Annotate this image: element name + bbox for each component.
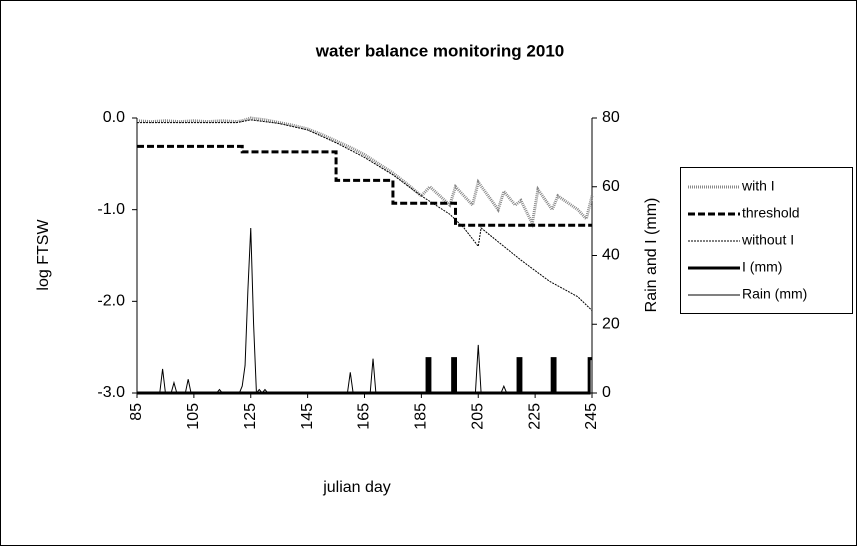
legend-label: threshold (742, 205, 800, 221)
series-line (137, 119, 593, 311)
legend-label: without I (741, 232, 794, 248)
x-tick-label: 205 (469, 403, 486, 430)
y2-tick-label: 80 (602, 109, 620, 126)
y-axis-label: log FTSW (35, 219, 52, 291)
chart-title: water balance monitoring 2010 (315, 41, 564, 60)
x-tick-label: 125 (242, 403, 259, 430)
legend-label: with I (741, 178, 775, 194)
x-tick-label: 245 (583, 403, 600, 430)
x-tick-label: 85 (128, 403, 145, 421)
legend-label: Rain (mm) (742, 286, 807, 302)
x-tick-label: 145 (299, 403, 316, 430)
x-tick-label: 165 (356, 403, 373, 430)
series-line (136, 116, 594, 229)
y2-tick-label: 60 (602, 178, 620, 195)
series-line (137, 227, 592, 395)
y2-tick-label: 20 (602, 315, 620, 332)
y2-tick-label: 40 (602, 247, 620, 264)
series-line (137, 357, 592, 395)
x-axis-label: julian day (322, 479, 391, 496)
y2-tick-label: 0 (602, 384, 611, 401)
y2-axis-label: Rain and I (mm) (643, 198, 660, 313)
y-tick-label: 0.0 (103, 109, 125, 126)
y-tick-label: -2.0 (97, 293, 125, 310)
y-tick-label: -3.0 (97, 384, 125, 401)
legend-label: I (mm) (742, 259, 782, 275)
series-line (137, 144, 592, 227)
x-tick-label: 105 (185, 403, 202, 430)
x-tick-label: 185 (413, 403, 430, 430)
x-tick-label: 225 (526, 403, 543, 430)
y-tick-label: -1.0 (97, 201, 125, 218)
